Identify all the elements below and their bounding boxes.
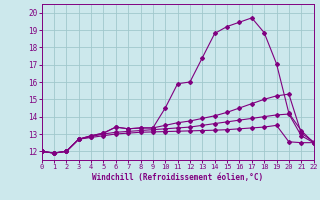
X-axis label: Windchill (Refroidissement éolien,°C): Windchill (Refroidissement éolien,°C) [92,173,263,182]
